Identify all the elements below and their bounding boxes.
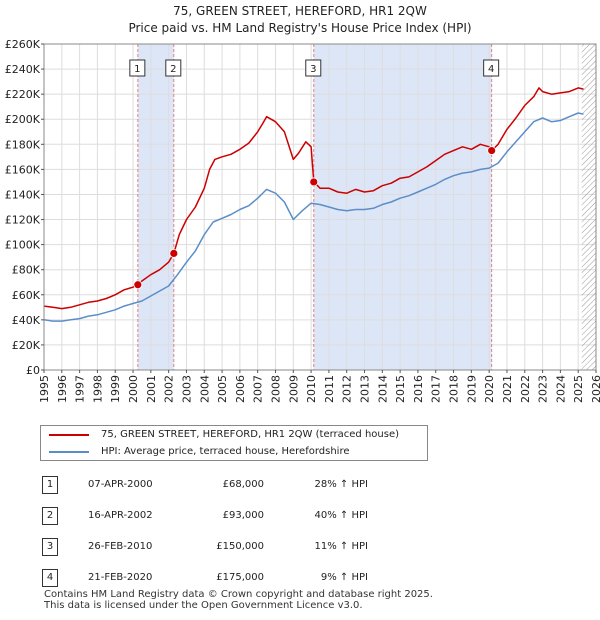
chart-subtitle: Price paid vs. HM Land Registry's House … xyxy=(128,21,471,35)
legend-swatch-hpi xyxy=(49,451,89,453)
sale-number: 1 xyxy=(42,476,58,494)
x-tick-label: 2011 xyxy=(323,375,336,403)
sale-date: 16-APR-2002 xyxy=(88,510,153,521)
sale-price: £68,000 xyxy=(222,479,264,490)
x-tick-label: 2022 xyxy=(519,375,532,403)
x-tick-label: 2023 xyxy=(537,375,550,403)
legend-label-price: 75, GREEN STREET, HEREFORD, HR1 2QW (ter… xyxy=(101,429,400,440)
x-tick-label: 2018 xyxy=(448,375,461,403)
legend-item-price: 75, GREEN STREET, HEREFORD, HR1 2QW (ter… xyxy=(49,427,399,443)
sale-price: £175,000 xyxy=(216,572,264,583)
x-tick-label: 2021 xyxy=(501,375,514,403)
sale-number-box xyxy=(305,59,322,77)
y-tick-label: £40K xyxy=(12,314,41,327)
footer-line: This data is licensed under the Open Gov… xyxy=(44,600,363,611)
x-tick-label: 2019 xyxy=(465,375,478,403)
sale-number-label: 2 xyxy=(170,64,176,75)
sale-number-label: 4 xyxy=(488,64,494,75)
x-tick-label: 2003 xyxy=(180,375,193,403)
sale-marker xyxy=(309,177,319,187)
x-tick-label: 1998 xyxy=(91,375,104,403)
y-tick-label: £240K xyxy=(5,63,41,76)
x-tick-label: 2000 xyxy=(127,375,140,403)
axes: £0 £20K £40K £60K £80K £100K £120K £140K £160K £1… xyxy=(5,38,600,403)
sale-hpi-change: 40% ↑ HPI xyxy=(314,510,368,521)
sale-number: 2 xyxy=(42,507,58,525)
x-tick-label: 1997 xyxy=(74,375,87,403)
legend-swatch-price xyxy=(49,434,89,436)
sale-date: 21-FEB-2020 xyxy=(88,572,153,583)
sale-marker xyxy=(133,280,143,290)
sale-date: 26-FEB-2010 xyxy=(88,541,153,552)
x-tick-label: 2007 xyxy=(252,375,265,403)
y-tick-label: £80K xyxy=(12,264,41,277)
sale-number-box xyxy=(129,59,146,77)
y-tick-label: £100K xyxy=(5,239,41,252)
sale-range-shade xyxy=(313,44,492,370)
y-tick-label: £20K xyxy=(12,339,41,352)
x-tick-label: 2015 xyxy=(394,375,407,403)
sale-vertical-lines: 1 2 3 4 xyxy=(129,44,500,370)
x-tick-label: 2009 xyxy=(287,375,300,403)
sale-hpi-change: 11% ↑ HPI xyxy=(314,541,368,552)
x-tick-label: 2014 xyxy=(376,375,389,403)
y-tick-label: £140K xyxy=(5,188,41,201)
x-tick-label: 2025 xyxy=(572,375,585,403)
y-tick-label: £180K xyxy=(5,138,41,151)
price-chart: 75, GREEN STREET, HEREFORD, HR1 2QW Pric… xyxy=(5,4,600,403)
x-tick-label: 2004 xyxy=(198,375,211,403)
x-tick-label: 2001 xyxy=(145,375,158,403)
sale-date: 07-APR-2000 xyxy=(88,479,153,490)
x-tick-label: 2005 xyxy=(216,375,229,403)
future-hatch xyxy=(581,44,596,370)
series-line xyxy=(44,112,584,322)
sale-hpi-change: 28% ↑ HPI xyxy=(314,479,368,490)
x-tick-label: 2020 xyxy=(483,375,496,403)
y-tick-label: £160K xyxy=(5,163,41,176)
y-tick-label: £200K xyxy=(5,113,41,126)
x-tick-label: 2002 xyxy=(163,375,176,403)
x-tick-label: 2026 xyxy=(590,375,600,403)
sale-price: £93,000 xyxy=(222,510,264,521)
legend: 75, GREEN STREET, HEREFORD, HR1 2QW (ter… xyxy=(40,425,428,461)
x-tick-label: 1995 xyxy=(38,375,51,403)
y-tick-label: £260K xyxy=(5,38,41,51)
sale-number-label: 1 xyxy=(134,64,140,75)
sale-number-box xyxy=(483,59,500,77)
sale-range-shade xyxy=(137,44,174,370)
x-tick-label: 2010 xyxy=(305,375,318,403)
footer: Contains HM Land Registry data © Crown c… xyxy=(44,589,433,611)
grid xyxy=(43,43,597,371)
sale-number: 4 xyxy=(42,569,58,587)
sale-marker xyxy=(169,248,179,258)
sale-shading xyxy=(137,44,492,370)
sale-hpi-change: 9% ↑ HPI xyxy=(320,572,368,583)
y-tick-label: £60K xyxy=(12,289,41,302)
x-tick-label: 2024 xyxy=(554,375,567,403)
sale-price: £150,000 xyxy=(216,541,264,552)
legend-item-hpi: HPI: Average price, terraced house, Here… xyxy=(49,444,349,460)
footer-line: Contains HM Land Registry data © Crown c… xyxy=(44,589,433,600)
y-tick-label: £220K xyxy=(5,88,41,101)
future-hatch-area xyxy=(581,44,596,370)
legend-label-hpi: HPI: Average price, terraced house, Here… xyxy=(101,446,350,457)
sale-number: 3 xyxy=(42,538,58,556)
x-tick-label: 1996 xyxy=(56,375,69,403)
sale-number-label: 3 xyxy=(310,64,316,75)
x-tick-label: 2012 xyxy=(341,375,354,403)
plot-frame xyxy=(43,43,597,371)
x-tick-label: 1999 xyxy=(109,375,122,403)
y-tick-label: £0 xyxy=(26,364,40,377)
x-tick-label: 2017 xyxy=(430,375,443,403)
x-tick-label: 2016 xyxy=(412,375,425,403)
x-tick-label: 2008 xyxy=(269,375,282,403)
x-tick-label: 2006 xyxy=(234,375,247,403)
sale-marker xyxy=(487,146,497,155)
sale-number-box xyxy=(165,59,182,77)
y-tick-label: £120K xyxy=(5,214,41,227)
x-tick-label: 2013 xyxy=(359,375,372,403)
sale-markers xyxy=(133,146,497,290)
chart-title: 75, GREEN STREET, HEREFORD, HR1 2QW xyxy=(173,4,427,18)
